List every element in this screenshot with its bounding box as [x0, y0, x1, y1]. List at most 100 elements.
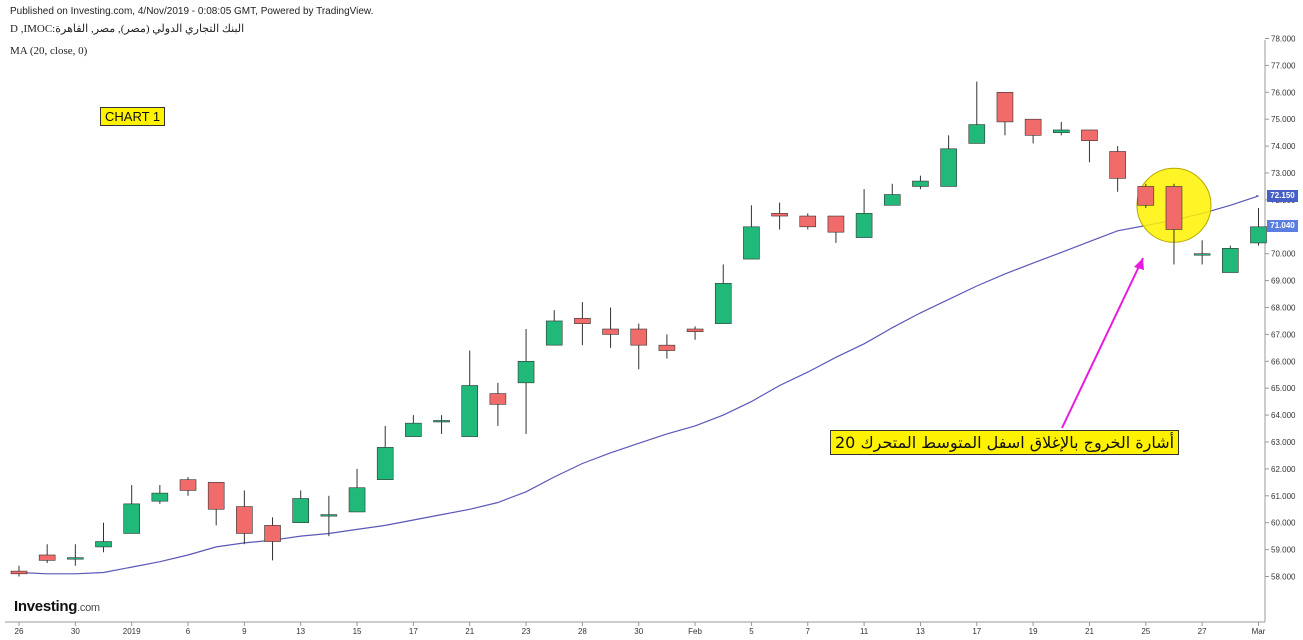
candle	[545, 310, 563, 346]
candle-body	[996, 92, 1014, 123]
symbol-line: D ,IMOC:البنك التجاري الدولي (مصر), مصر,…	[10, 23, 245, 35]
candle-body	[743, 226, 760, 260]
candle-body	[433, 420, 450, 423]
candle	[151, 485, 169, 504]
annotation-label: أشارة الخروج بالإغلاق اسفل المتوسط المتح…	[830, 430, 1180, 455]
candle	[799, 213, 817, 230]
ma-price-tag: 72.150	[1267, 189, 1298, 202]
x-tick-label: 2019	[123, 627, 141, 636]
y-tick-label: 61.000	[1271, 492, 1296, 501]
candle-body	[10, 570, 28, 575]
y-axis: 58.000 59.000 60.000 61.000 62.000 63.000 64.0…	[5, 35, 1296, 623]
x-tick-label: 11	[860, 627, 869, 636]
candle-body	[207, 482, 225, 510]
candle	[292, 490, 310, 523]
candle-body	[320, 514, 338, 517]
candle-body	[686, 328, 704, 333]
arrow-head	[1134, 258, 1144, 270]
x-tick-label: 19	[1029, 627, 1038, 636]
candle	[376, 425, 394, 480]
x-tick-label: 23	[522, 627, 531, 636]
candle-body	[1137, 186, 1155, 206]
candle	[996, 92, 1014, 136]
candle-body	[348, 487, 366, 513]
candle-body	[292, 498, 310, 523]
x-tick-label: 30	[71, 627, 80, 636]
candle	[461, 350, 479, 437]
candle	[433, 415, 450, 434]
candle-body	[940, 148, 957, 187]
candle-body	[179, 479, 197, 491]
candle	[38, 544, 56, 564]
candle	[179, 476, 197, 496]
candle-body	[1165, 186, 1183, 230]
y-tick-label: 73.000	[1271, 169, 1296, 178]
candle-body	[151, 492, 169, 502]
x-tick-label: 5	[749, 627, 754, 636]
candle-body	[376, 447, 394, 480]
candle	[1024, 118, 1042, 144]
y-tick-label: 59.000	[1271, 546, 1296, 555]
published-line: Published on Investing.com, 4/Nov/2019 -…	[10, 6, 374, 17]
x-tick-label: 15	[353, 627, 362, 636]
candle-body	[95, 541, 112, 548]
y-tick-label: 64.000	[1271, 411, 1296, 420]
y-tick-label: 62.000	[1271, 465, 1296, 474]
x-tick-label: 13	[296, 627, 305, 636]
candle	[95, 522, 112, 553]
candle-body	[1052, 129, 1070, 133]
x-axis: 26 30 2019 6 9 13 15 17 21 23 28 30 Feb 5 7 11 13 17 19 21 2…	[15, 622, 1266, 636]
candle-body	[799, 215, 817, 228]
ma-line	[18, 195, 1259, 575]
x-tick-label: 17	[409, 627, 418, 636]
candle	[855, 189, 873, 238]
candle-body	[236, 506, 253, 534]
x-tick-label: 27	[1198, 627, 1207, 636]
candle	[602, 307, 619, 348]
candle	[714, 264, 732, 324]
candle	[405, 415, 422, 437]
candle-body	[489, 393, 507, 405]
arrow-shaft	[1061, 257, 1144, 429]
y-tick-label: 70.000	[1271, 250, 1296, 259]
candle	[67, 544, 84, 566]
chart-label: CHART 1	[100, 107, 166, 126]
candle-body	[67, 557, 84, 560]
y-tick-label: 76.000	[1271, 88, 1296, 97]
y-tick-label: 74.000	[1271, 142, 1296, 151]
candle-body	[1193, 253, 1211, 256]
candles	[10, 81, 1267, 577]
x-tick-label: Mar	[1252, 627, 1266, 636]
candle	[883, 183, 901, 206]
x-tick-label: 9	[242, 627, 247, 636]
y-tick-label: 65.000	[1271, 384, 1296, 393]
candle	[1250, 207, 1267, 246]
y-tick-label: 67.000	[1271, 330, 1296, 339]
candle-body	[1109, 151, 1126, 179]
candle	[1109, 146, 1126, 192]
logo-name: Investing	[14, 598, 78, 615]
logo-suffix: .com	[77, 602, 100, 614]
y-tick-label: 66.000	[1271, 357, 1296, 366]
candle	[1222, 245, 1239, 273]
candle-body	[771, 213, 788, 217]
candle	[574, 302, 591, 346]
x-tick-label: 17	[972, 627, 981, 636]
candle	[686, 326, 704, 340]
y-tick-label: 75.000	[1271, 115, 1296, 124]
candle	[1165, 183, 1183, 265]
candle	[207, 482, 225, 526]
candle	[236, 490, 253, 545]
annotation-arrow	[1061, 257, 1144, 429]
candle-body	[545, 320, 563, 346]
candle	[10, 565, 28, 577]
candle	[264, 517, 281, 561]
x-tick-label: 30	[634, 627, 643, 636]
candle	[1193, 240, 1211, 265]
candle	[630, 323, 648, 370]
y-tick-label: 78.000	[1271, 35, 1296, 44]
candle-body	[1222, 248, 1239, 273]
candle	[968, 81, 986, 144]
close-price-tag: 71.040	[1267, 219, 1298, 232]
